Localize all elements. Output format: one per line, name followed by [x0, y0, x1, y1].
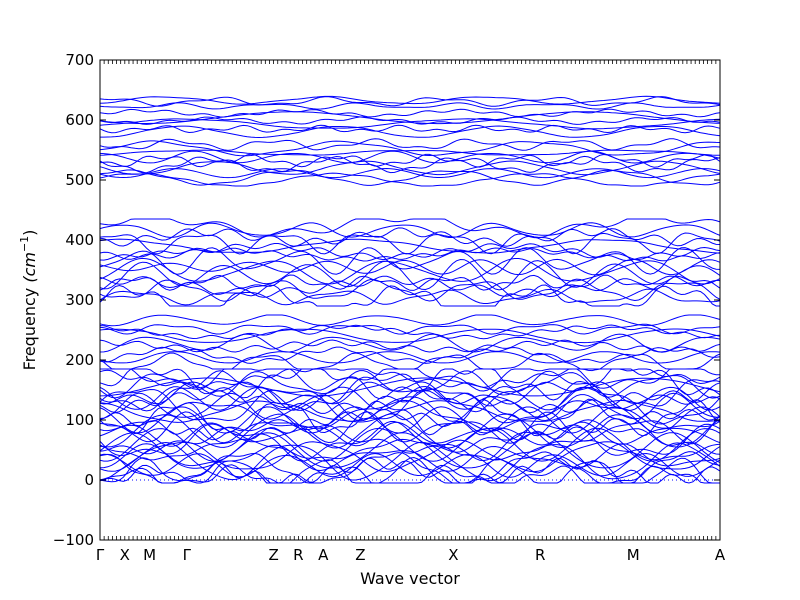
band-line [99, 432, 721, 469]
band-line [99, 150, 721, 164]
x-tick-label: Z [268, 546, 278, 564]
band-line [99, 381, 721, 405]
band-line [99, 351, 721, 364]
band-line [99, 278, 721, 302]
y-axis-label-close: ) [20, 230, 39, 236]
band-line [99, 328, 721, 344]
band-line [99, 427, 721, 462]
y-axis-label: Frequency (cm−1) [18, 230, 39, 371]
band-line [99, 324, 721, 340]
band-line [99, 140, 721, 157]
band-line [99, 314, 721, 327]
band-line [99, 390, 721, 414]
band-line [99, 452, 721, 478]
band-line [99, 392, 721, 422]
band-line [99, 419, 721, 455]
band-line [99, 218, 721, 239]
band-line [99, 275, 721, 298]
band-line [99, 451, 721, 484]
band-line [99, 346, 721, 364]
band-line [99, 247, 721, 262]
band-line [99, 399, 721, 432]
y-tick-label: 500 [65, 171, 94, 189]
y-axis-label-text: Frequency [20, 283, 39, 371]
band-line [99, 227, 721, 247]
band-line [99, 288, 721, 306]
y-tick-label: −100 [53, 531, 94, 549]
band-line [99, 172, 721, 187]
y-tick-label: 700 [65, 51, 94, 69]
x-tick-label: Γ [96, 546, 105, 564]
y-axis-label-exponent: −1 [18, 236, 31, 252]
x-tick-label: R [535, 546, 545, 564]
band-lines [99, 95, 721, 484]
band-line [99, 274, 721, 291]
x-axis-label: Wave vector [360, 569, 460, 588]
band-line [99, 160, 721, 176]
band-line [99, 398, 721, 437]
y-axis-label-unit: (cm [20, 252, 39, 283]
y-tick-label: 0 [84, 471, 94, 489]
band-line [99, 108, 721, 118]
band-line [99, 258, 721, 276]
y-tick-label: 300 [65, 291, 94, 309]
band-line [99, 323, 721, 335]
band-line [99, 284, 720, 307]
band-line [99, 149, 721, 156]
band-line [99, 385, 721, 411]
band-line [99, 167, 721, 179]
band-line [99, 441, 721, 482]
x-tick-label: A [318, 546, 329, 564]
band-line [99, 413, 721, 449]
x-tick-label: M [143, 546, 156, 564]
y-tick-label: 400 [65, 231, 94, 249]
band-line [100, 125, 721, 139]
band-line [99, 238, 721, 254]
band-line [99, 102, 721, 110]
band-line [99, 111, 721, 125]
band-line [99, 368, 721, 389]
band-line [99, 352, 721, 370]
x-tick-label: Z [355, 546, 365, 564]
plot-frame [99, 59, 721, 541]
band-line [99, 411, 721, 445]
band-line [99, 116, 721, 125]
band-line [99, 443, 721, 472]
band-line [99, 370, 721, 413]
band-line [99, 222, 721, 238]
band-line [99, 138, 721, 151]
band-line [99, 370, 721, 399]
y-tick-label: 600 [65, 111, 94, 129]
band-line [99, 377, 721, 397]
x-tick-label: M [627, 546, 640, 564]
band-line [99, 400, 721, 423]
x-tick-label: X [448, 546, 458, 564]
band-line [99, 243, 721, 261]
band-line [99, 124, 721, 134]
x-tick-label: X [120, 546, 130, 564]
band-line [99, 457, 721, 484]
x-tick-label: Γ [183, 546, 192, 564]
x-tick-label: A [715, 546, 726, 564]
band-line [99, 155, 721, 174]
band-line [99, 232, 721, 255]
band-line [99, 258, 721, 291]
x-tick-label: R [293, 546, 303, 564]
band-line [99, 95, 721, 105]
y-tick-label: 200 [65, 351, 94, 369]
band-line [99, 333, 721, 353]
y-tick-label: 100 [65, 411, 94, 429]
band-line [99, 96, 721, 107]
band-line [99, 257, 721, 285]
